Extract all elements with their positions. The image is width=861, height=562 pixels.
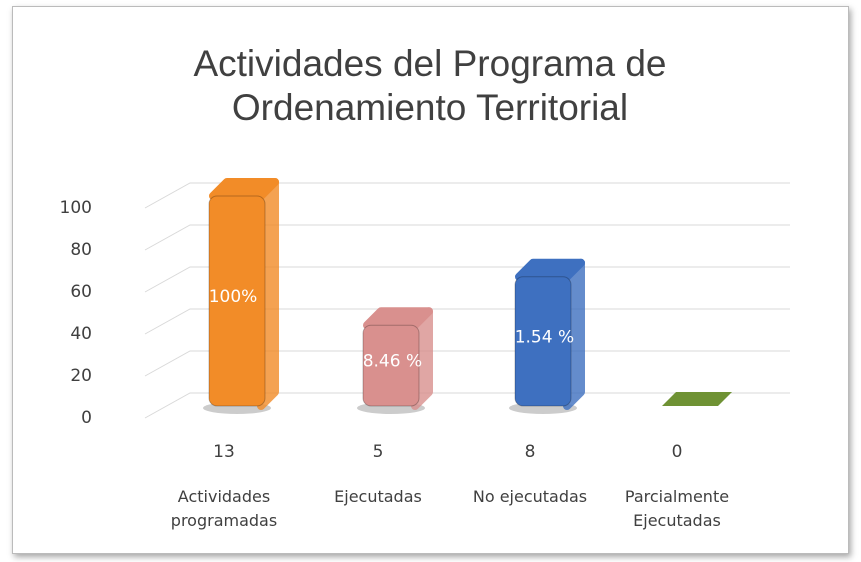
grid-line <box>144 350 790 377</box>
bar-front <box>514 276 572 407</box>
category-count: 0 <box>672 442 683 462</box>
bar <box>203 178 279 414</box>
x-tick-label: Actividades programadas <box>170 487 278 530</box>
chart-title: Actividades del Programa de Ordenamiento… <box>193 43 667 128</box>
chart-panel <box>12 6 849 554</box>
y-tick-label: 40 <box>70 324 92 344</box>
bar <box>662 392 732 406</box>
bar-top <box>515 258 585 281</box>
bar-front <box>362 324 420 407</box>
y-tick-label: 80 <box>70 240 92 260</box>
value-label: 61.54 % <box>504 327 574 347</box>
bar-front <box>208 195 266 407</box>
value-label: 38.46 % <box>352 352 422 372</box>
y-tick-label: 20 <box>70 366 92 386</box>
grid-line <box>144 392 790 419</box>
x-tick-label: Ejecutadas <box>334 487 422 506</box>
bar-top <box>363 307 433 330</box>
y-tick-label: 0 <box>81 408 92 428</box>
x-tick-label: No ejecutadas <box>472 487 588 506</box>
y-tick-label: 100 <box>60 198 92 218</box>
grid-line <box>144 224 790 251</box>
bar-top <box>209 178 279 200</box>
grid-line <box>144 182 790 209</box>
x-tick-label: Parcialmente Ejecutadas <box>624 487 730 530</box>
grid-line <box>144 308 790 335</box>
grid-line <box>144 266 790 293</box>
category-count: 8 <box>525 442 536 462</box>
category-count: 5 <box>373 442 384 462</box>
bar-flat <box>662 392 732 406</box>
bar <box>509 258 585 414</box>
y-tick-label: 60 <box>70 282 92 302</box>
category-count: 13 <box>213 442 235 462</box>
value-label: 100% <box>209 287 258 307</box>
bar <box>357 307 433 414</box>
